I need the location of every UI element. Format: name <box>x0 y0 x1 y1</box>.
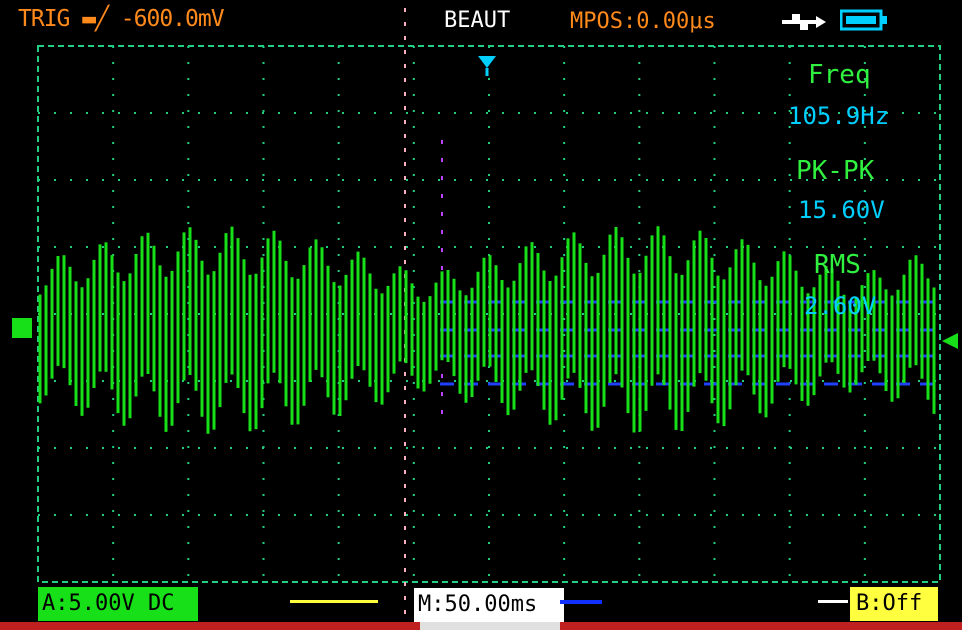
freq-measurement-value: 105.9Hz <box>788 102 890 130</box>
timebase-pointer <box>560 600 602 604</box>
level-indicator-left <box>290 600 378 603</box>
trigger-level-marker[interactable] <box>942 333 958 349</box>
rms-measurement-label: RMS <box>814 250 861 280</box>
pkpk-measurement-label: PK-PK <box>796 156 875 186</box>
trigger-position-marker[interactable] <box>478 56 496 68</box>
acquisition-mode-label[interactable]: BEAUT <box>444 8 511 33</box>
freq-measurement-label: Freq <box>808 60 871 90</box>
trigger-status-label: TRIG ▬╱ -600.0mV <box>18 6 225 32</box>
channel-a-ground-marker[interactable] <box>12 318 32 338</box>
usb-icon <box>782 14 826 30</box>
battery-icon <box>840 9 887 31</box>
horizontal-position-label: MPOS:0.00μs <box>570 9 716 34</box>
channel-a-scale-label[interactable]: A:5.00V DC <box>38 587 198 621</box>
level-indicator-right <box>818 600 848 603</box>
channel-b-status-label[interactable]: B:Off <box>850 587 938 621</box>
timebase-label[interactable]: M:50.00ms <box>414 588 564 622</box>
bottom-status-strip <box>0 622 962 630</box>
pkpk-measurement-value: 15.60V <box>798 196 885 224</box>
rms-measurement-value: 2.60V <box>804 292 877 320</box>
